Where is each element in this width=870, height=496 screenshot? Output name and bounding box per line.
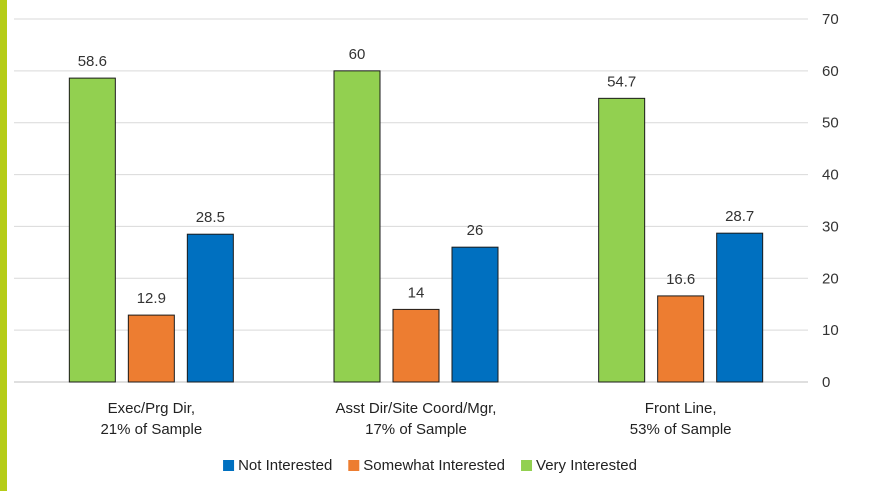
bar-not-interested	[716, 232, 764, 383]
data-label: 60	[349, 46, 366, 63]
data-label: 54.7	[607, 73, 636, 90]
y-tick-label: 60	[822, 63, 839, 80]
bar-very-interested	[598, 97, 646, 383]
y-tick-label: 30	[822, 218, 839, 235]
data-labels: 58.6 12.9 28.5 60 14 26 54.7 16.6 28.7	[78, 46, 755, 307]
y-tick-label: 40	[822, 167, 839, 184]
y-tick-label: 0	[822, 374, 830, 391]
legend-swatch	[223, 460, 235, 471]
category-label: 17% of Sample	[365, 421, 467, 438]
legend-swatch	[348, 460, 360, 471]
legend-swatch	[521, 460, 533, 471]
y-tick-label: 20	[822, 270, 839, 287]
data-label: 28.7	[725, 208, 754, 225]
y-tick-label: 10	[822, 322, 839, 339]
y-axis-ticks: 0 10 20 30 40 50 60 70	[822, 11, 839, 391]
y-tick-label: 70	[822, 11, 839, 28]
data-label: 28.5	[196, 209, 225, 226]
category-label: 21% of Sample	[100, 421, 202, 438]
legend-entry: Somewhat Interested	[363, 457, 505, 474]
bar-somewhat-interested	[392, 308, 440, 383]
data-label: 12.9	[137, 290, 166, 307]
side-accent-bar	[0, 0, 7, 491]
bar-somewhat-interested	[127, 314, 175, 383]
bar-somewhat-interested	[657, 295, 705, 383]
bars	[68, 70, 764, 383]
legend-entry: Not Interested	[238, 457, 332, 474]
category-label: Exec/Prg Dir,	[108, 400, 196, 417]
bar-very-interested	[68, 77, 116, 383]
data-label: 26	[467, 222, 484, 239]
category-labels: Exec/Prg Dir, 21% of Sample Asst Dir/Site …	[100, 400, 731, 438]
data-label: 14	[408, 284, 425, 301]
y-tick-label: 50	[822, 115, 839, 132]
legend-entry: Very Interested	[536, 457, 637, 474]
bar-not-interested	[186, 233, 234, 383]
data-label: 58.6	[78, 53, 107, 70]
legend: Not Interested Somewhat Interested Very In…	[223, 457, 637, 474]
category-label: Asst Dir/Site Coord/Mgr,	[336, 400, 497, 417]
category-label: Front Line,	[645, 400, 717, 417]
bar-not-interested	[451, 246, 499, 383]
data-label: 16.6	[666, 271, 695, 288]
category-label: 53% of Sample	[630, 421, 732, 438]
bar-very-interested	[333, 70, 381, 383]
